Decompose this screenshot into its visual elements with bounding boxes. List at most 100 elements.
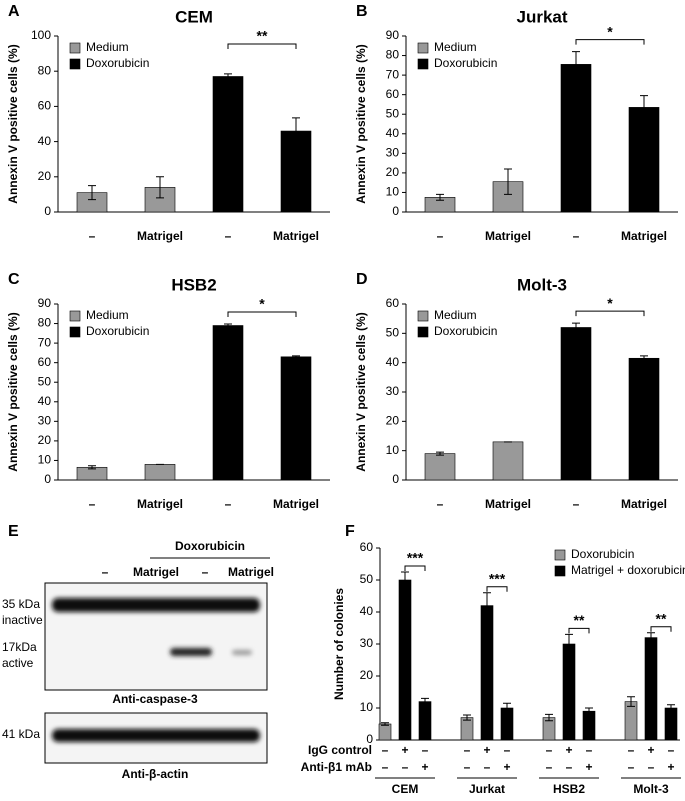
significance-label: *** [489,571,506,587]
y-axis-label: Number of colonies [332,588,346,700]
row-value: + [483,743,490,757]
bar [560,64,592,213]
row-value: – [586,743,593,757]
significance-bracket [575,310,645,317]
x-tick-label: Matrigel [485,497,531,511]
error-bar [503,702,511,714]
significance-bracket [227,43,297,49]
chart-title: Jurkat [516,7,567,26]
y-tick-label: 50 [386,106,400,120]
y-tick-label: 80 [386,48,400,62]
x-tick-label: Matrigel [621,229,667,243]
blot-label: Anti-caspase-3 [112,692,198,706]
error-bar [667,704,675,712]
error-bar [463,714,471,721]
y-tick-label: 0 [392,204,399,218]
row-value: – [402,760,409,774]
bar [492,441,524,481]
error-bar [436,193,444,201]
error-bar [647,632,655,643]
error-bar [585,707,593,715]
y-axis-label: Annexin V positive cells (%) [6,44,20,203]
y-tick-label: 50 [360,572,374,586]
error-bar [88,465,96,470]
row-value: – [484,760,491,774]
row-value: – [546,760,553,774]
significance-label: ** [656,611,667,627]
row-value: – [566,760,573,774]
significance-label: * [607,23,613,39]
y-tick-label: 20 [38,169,52,183]
panel-letter: F [345,523,355,540]
legend-swatch [417,58,429,70]
chart-title: CEM [175,7,213,26]
error-bar [292,355,300,359]
x-tick-label: Matrigel [485,229,531,243]
x-tick-label: – [437,497,444,511]
row-value: – [628,760,635,774]
row-value: – [382,743,389,757]
chart-title: HSB2 [171,275,216,294]
band [232,650,252,655]
row-value: – [628,743,635,757]
chart-title: Molt-3 [517,275,567,294]
bar [424,453,456,481]
y-axis-label: Annexin V positive cells (%) [354,312,368,471]
y-tick-label: 10 [360,700,374,714]
blot-label: Anti-β-actin [122,767,189,781]
row-value: + [647,743,654,757]
panel-letter: A [8,3,20,20]
significance-label: *** [407,550,424,566]
legend-label: Medium [86,308,129,322]
significance-bracket [404,565,426,571]
y-tick-label: 0 [44,472,51,486]
group-label: Molt-3 [633,782,669,796]
y-tick-label: 70 [386,67,400,81]
significance-label: * [259,296,265,312]
band-size: 41 kDa [2,727,40,741]
band [52,729,260,742]
legend-label: Medium [434,308,477,322]
panel-letter: D [356,271,368,288]
lane-label: – [202,565,209,579]
y-tick-label: 20 [38,433,52,447]
error-bar [421,697,429,706]
y-tick-label: 40 [38,134,52,148]
legend-label: Doxorubicin [434,324,497,338]
blot-panel: E Doxorubicin – Matrigel – Matrigel 35 k… [2,523,274,781]
error-bar [640,355,648,362]
error-bar [572,51,580,78]
significance-bracket [568,627,590,634]
error-bar [565,633,573,655]
bar [624,701,638,741]
legend-swatch [69,326,81,338]
band-size: 35 kDa [2,597,40,611]
legend-swatch [69,310,81,322]
x-tick-label: – [573,497,580,511]
error-bar [224,73,232,80]
error-bar [572,322,580,333]
bar [560,327,592,481]
group-label: HSB2 [553,782,585,796]
y-tick-label: 60 [386,296,400,310]
legend-label: Doxorubicin [571,547,634,561]
row-label: IgG control [308,743,372,757]
error-bar [640,95,648,120]
legend-swatch [69,58,81,70]
row-value: – [648,760,655,774]
y-tick-label: 0 [366,732,373,746]
bar [212,76,244,213]
significance-bracket [227,311,297,317]
y-tick-label: 0 [392,472,399,486]
y-tick-label: 20 [386,414,400,428]
group-label: CEM [392,782,419,796]
bar [664,707,678,741]
row-value: – [668,743,675,757]
row-value: + [667,760,674,774]
x-tick-label: Matrigel [137,229,183,243]
legend-label: Matrigel + doxorubicin [571,563,685,577]
y-tick-label: 90 [386,28,400,42]
band [170,648,212,656]
x-tick-label: – [89,229,96,243]
row-value: + [421,760,428,774]
